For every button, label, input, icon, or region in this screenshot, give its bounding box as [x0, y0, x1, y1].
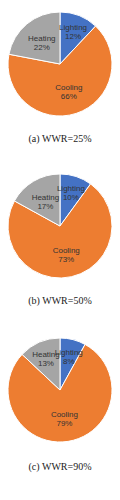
data-label-value: 8%	[63, 357, 75, 366]
data-label-name: Cooling	[51, 410, 78, 419]
data-label-value: 13%	[38, 359, 54, 368]
pie-slice	[9, 12, 60, 64]
caption: (b) WWR=50%	[28, 295, 92, 307]
data-label-name: Lighting	[57, 184, 85, 193]
data-label-name: Heating	[28, 34, 56, 43]
data-label-name: Heating	[32, 193, 60, 202]
data-label-name: Cooling	[55, 83, 82, 92]
data-label-name: Lighting	[59, 23, 87, 32]
pie-slice	[22, 338, 60, 390]
data-label-value: 12%	[65, 32, 81, 41]
data-label-name: Cooling	[53, 246, 80, 255]
data-label-value: 17%	[37, 202, 53, 211]
data-label-value: 66%	[61, 92, 77, 101]
figure: Lighting12%Cooling66%Heating22%(a) WWR=2…	[0, 0, 120, 500]
caption: (a) WWR=25%	[29, 133, 92, 145]
data-label-name: Heating	[32, 350, 60, 359]
pie-chart: Lighting8%Cooling79%Heating13%(c) WWR=90…	[8, 338, 112, 473]
caption: (c) WWR=90%	[29, 461, 92, 473]
data-label-value: 79%	[56, 419, 72, 428]
pie-chart: Lighting12% Cooling66% Heating22% (a) WWR=2…	[8, 12, 112, 145]
pie-chart: Lighting10% Cooling73% Heating17% (b) WWR=5…	[8, 174, 112, 307]
data-label-value: 73%	[58, 255, 74, 264]
data-label-value: 10%	[63, 193, 79, 202]
pie-slice	[14, 174, 60, 226]
data-label-value: 22%	[34, 43, 50, 52]
